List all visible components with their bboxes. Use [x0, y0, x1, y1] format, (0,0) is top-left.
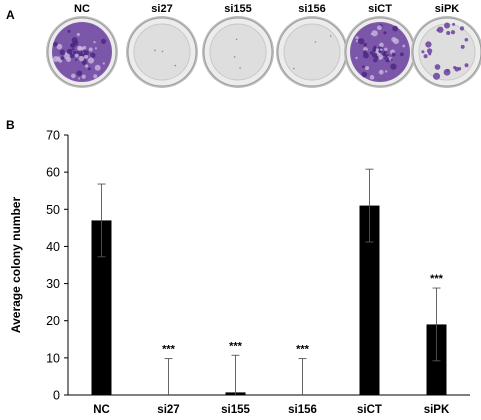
plate-nc: [46, 16, 118, 88]
y-tick-label: 60: [46, 166, 60, 180]
plate-label-si27: si27: [151, 3, 173, 15]
bar-sict: [359, 205, 380, 395]
plate-si27: [126, 16, 198, 88]
significance-label: ***: [162, 344, 176, 356]
x-tick-label-sict: siCT: [357, 404, 382, 416]
plate-label-sipk: siPK: [434, 3, 460, 15]
y-tick-label: 70: [46, 129, 60, 143]
y-tick-label: 10: [46, 351, 60, 365]
significance-label: ***: [229, 340, 243, 352]
y-tick-label: 50: [46, 203, 60, 217]
x-tick-label-sipk: siPK: [424, 404, 450, 416]
panel-b-label: B: [6, 118, 15, 132]
y-tick-label: 30: [46, 277, 60, 291]
x-tick-label-si156: si156: [288, 404, 317, 416]
bar-nc: [91, 220, 112, 395]
plate-si156: [276, 16, 348, 88]
y-tick-label: 20: [46, 314, 60, 328]
y-axis-title: Average colony number: [9, 197, 23, 334]
plate-si155: [202, 16, 274, 88]
plate-label-nc: NC: [74, 3, 90, 15]
plate-sipk: [411, 16, 481, 88]
x-tick-label-nc: NC: [93, 404, 110, 416]
significance-label: ***: [296, 344, 310, 356]
plate-label-si155: si155: [224, 3, 252, 15]
x-tick-label-si155: si155: [221, 404, 250, 416]
panel-a-label: A: [6, 8, 15, 22]
y-tick-label: 0: [53, 389, 60, 403]
plate-label-si156: si156: [298, 3, 326, 15]
significance-label: ***: [430, 273, 444, 285]
plate-sict: [344, 16, 416, 88]
plates-svg: [46, 16, 481, 88]
plate-label-sict: siCT: [368, 3, 392, 15]
x-tick-label-si27: si27: [157, 404, 179, 416]
y-tick-label: 40: [46, 240, 60, 254]
